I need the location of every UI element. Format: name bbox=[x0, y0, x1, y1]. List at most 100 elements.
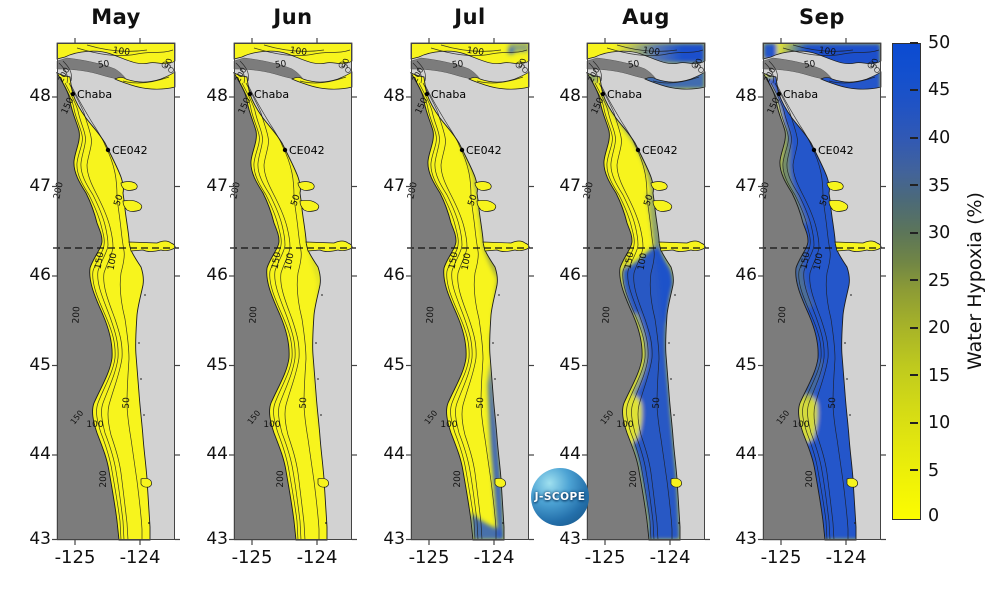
station-chaba: Chaba bbox=[247, 88, 289, 101]
contour-labels: 150 200 50 150 100 200 50 100 150 200 10… bbox=[582, 46, 704, 488]
station-marker bbox=[635, 147, 641, 153]
station-chaba: Chaba bbox=[70, 88, 112, 101]
station-marker bbox=[282, 147, 288, 153]
colorbar-tick-label: 5 bbox=[928, 460, 940, 481]
map-canvas: 150 200 50 150 100 200 50 100 150 200 10… bbox=[757, 37, 887, 546]
lat-tick-label: 44 bbox=[383, 444, 405, 464]
colorbar-tick bbox=[910, 184, 918, 186]
lat-tick-label: 48 bbox=[559, 86, 581, 106]
contour-label: 100 bbox=[813, 252, 826, 271]
panel-title: May bbox=[91, 5, 141, 29]
map-panel: May 48 47 46 45 44 43 -125 -124 150 200 bbox=[29, 5, 181, 568]
lat-tick-label: 45 bbox=[383, 354, 405, 375]
contour-label: 100 bbox=[284, 252, 297, 271]
station-label: Chaba bbox=[254, 88, 289, 101]
station-label: Chaba bbox=[783, 88, 818, 101]
lat-tick-label: 47 bbox=[29, 175, 51, 196]
contour-label: 200 bbox=[99, 470, 109, 488]
colorbar-tick bbox=[910, 42, 918, 44]
contour-label: 200 bbox=[229, 181, 242, 200]
contour-labels: 150 200 50 150 100 200 50 100 150 200 10… bbox=[406, 46, 528, 488]
colorbar-tick bbox=[910, 374, 918, 376]
colorbar-tick bbox=[910, 89, 918, 91]
colorbar-title: Water Hypoxia (%) bbox=[964, 192, 986, 370]
contour-label: 50 bbox=[451, 59, 464, 71]
lat-tick-label: 46 bbox=[383, 265, 405, 285]
lat-tick-label: 44 bbox=[29, 444, 51, 464]
map-panel: Sep 48 47 46 45 44 43 -125 -124 150 200 bbox=[735, 5, 887, 568]
station-label: CE042 bbox=[289, 144, 325, 157]
lon-tick-label: -125 bbox=[231, 547, 273, 568]
contour-label: 50 bbox=[274, 59, 287, 71]
contour-label: 200 bbox=[426, 306, 437, 324]
contour-label: 200 bbox=[276, 470, 286, 488]
station-label: CE042 bbox=[818, 144, 854, 157]
contour-label: 200 bbox=[629, 470, 639, 488]
colorbar-tick-label: 45 bbox=[928, 80, 951, 100]
contour-label: 200 bbox=[249, 306, 260, 324]
contour-label: 100 bbox=[440, 420, 457, 430]
map-panel: Jul 48 47 46 45 44 43 -125 -124 150 200 bbox=[383, 5, 535, 568]
colorbar-tick-label: 20 bbox=[928, 318, 951, 338]
contour-label: 50 bbox=[122, 397, 132, 409]
lat-tick-label: 43 bbox=[735, 528, 757, 549]
lat-tick-label: 44 bbox=[206, 444, 228, 464]
contour-labels: 150 200 50 150 100 200 50 100 150 200 10… bbox=[229, 46, 351, 488]
contour-label: 50 bbox=[627, 59, 640, 71]
lat-tick-label: 43 bbox=[206, 528, 228, 549]
contour-label: 200 bbox=[72, 306, 83, 324]
map-canvas: 150 200 50 150 100 200 50 100 150 200 10… bbox=[228, 37, 358, 546]
lat-tick-label: 45 bbox=[206, 354, 228, 375]
lon-tick-label: -125 bbox=[54, 547, 96, 568]
lat-tick-label: 43 bbox=[559, 528, 581, 549]
station-marker bbox=[70, 91, 76, 97]
map-canvas: 150 200 50 150 100 200 50 100 150 200 10… bbox=[581, 37, 711, 546]
contour-label: 50 bbox=[97, 59, 110, 71]
station-label: Chaba bbox=[607, 88, 642, 101]
contour-label: 100 bbox=[289, 46, 308, 58]
station-marker bbox=[424, 91, 430, 97]
lat-tick-label: 47 bbox=[559, 175, 581, 196]
contour-label: 100 bbox=[461, 252, 474, 271]
station-marker bbox=[247, 91, 253, 97]
jscope-logo: J-SCOPE bbox=[531, 468, 589, 526]
contour-label: 200 bbox=[406, 181, 419, 200]
station-label: Chaba bbox=[77, 88, 112, 101]
lat-tick-label: 47 bbox=[735, 175, 757, 196]
contour-label: 100 bbox=[792, 420, 809, 430]
contour-label: 100 bbox=[642, 46, 661, 58]
contour-label: 100 bbox=[86, 420, 103, 430]
contour-label: 100 bbox=[637, 252, 650, 271]
contour-label: 50 bbox=[340, 58, 351, 70]
lat-tick-label: 45 bbox=[735, 354, 757, 375]
contour-label: 150 bbox=[448, 251, 461, 270]
lat-tick-label: 43 bbox=[383, 528, 405, 549]
panel-title: Aug bbox=[622, 5, 670, 29]
station-ce042: CE042 bbox=[811, 144, 854, 157]
panel-frame bbox=[763, 43, 881, 540]
station-chaba: Chaba bbox=[600, 88, 642, 101]
contour-label: 200 bbox=[778, 306, 789, 324]
contour-label: 100 bbox=[112, 46, 131, 58]
contour-label: 100 bbox=[616, 420, 633, 430]
contour-label: 50 bbox=[163, 58, 174, 70]
colorbar-tick-label: 50 bbox=[928, 33, 951, 53]
contour-label: 150 bbox=[94, 251, 107, 270]
lat-tick-label: 44 bbox=[559, 444, 581, 464]
colorbar-tick bbox=[910, 232, 918, 234]
lat-tick-label: 47 bbox=[383, 175, 405, 196]
contour-label: 50 bbox=[113, 193, 126, 207]
contour-label: 50 bbox=[290, 193, 303, 207]
lat-tick-label: 46 bbox=[735, 265, 757, 285]
contour-label: 200 bbox=[453, 470, 463, 488]
station-marker bbox=[459, 147, 465, 153]
station-ce042: CE042 bbox=[282, 144, 325, 157]
contour-label: 150 bbox=[271, 251, 284, 270]
contour-label: 100 bbox=[263, 420, 280, 430]
colorbar-tick bbox=[910, 327, 918, 329]
lat-tick-label: 44 bbox=[735, 444, 757, 464]
lat-tick-label: 46 bbox=[206, 265, 228, 285]
lat-tick-label: 43 bbox=[29, 528, 51, 549]
map-panel: Aug 48 47 46 45 44 43 -125 -124 150 200 bbox=[559, 5, 711, 568]
